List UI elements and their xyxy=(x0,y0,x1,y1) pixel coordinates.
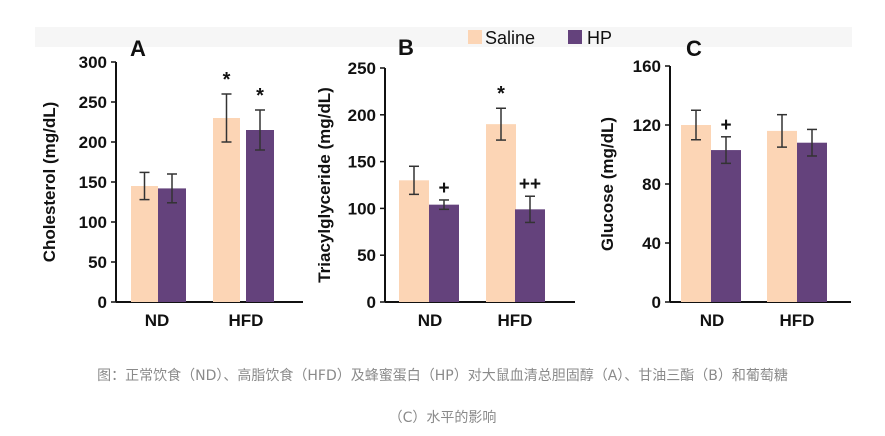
y-axis-label-c: Glucose (mg/dL) xyxy=(598,117,617,251)
x-category-label-c-hfd: HFD xyxy=(780,311,815,330)
legend-label-hp: HP xyxy=(587,28,612,48)
bar-b-nd-saline xyxy=(399,180,429,302)
y-tick-label-a: 200 xyxy=(79,133,107,152)
bar-c-nd-hp xyxy=(711,150,741,302)
y-axis-label-b: Triacylglyceride (mg/dL) xyxy=(315,87,334,283)
y-tick-label-c: 40 xyxy=(642,234,661,253)
significance-mark-b-nd-hp: + xyxy=(438,178,449,199)
y-tick-label-a: 150 xyxy=(79,173,107,192)
y-tick-label-b: 100 xyxy=(348,199,376,218)
y-tick-label-b: 0 xyxy=(367,293,376,312)
x-category-label-a-nd: ND xyxy=(145,311,170,330)
bar-a-hfd-hp xyxy=(246,130,274,302)
legend-swatch-saline xyxy=(468,30,482,44)
y-tick-label-b: 250 xyxy=(348,59,376,78)
figure: Saline HP A Cholesterol (mg/dL) 0 50 100 150 20… xyxy=(35,27,852,330)
figure-caption-line-1: 图：正常饮食（ND）、高脂饮食（HFD）及蜂蜜蛋白（HP）对大鼠血清总胆固醇（A… xyxy=(97,368,788,384)
significance-mark-a-hfd-saline: * xyxy=(223,69,231,91)
y-tick-label-a: 50 xyxy=(88,253,107,272)
significance-mark-a-hfd-hp: * xyxy=(256,85,264,107)
bar-b-hfd-saline xyxy=(486,124,516,302)
significance-mark-b-hfd-hp: ++ xyxy=(519,174,541,195)
bar-a-hfd-saline xyxy=(213,118,240,302)
panel-letter-a: A xyxy=(130,36,146,61)
y-tick-label-a: 250 xyxy=(79,93,107,112)
y-axis-label-a: Cholesterol (mg/dL) xyxy=(40,102,59,263)
x-category-label-a-hfd: HFD xyxy=(229,311,264,330)
y-tick-label-b: 200 xyxy=(348,106,376,125)
x-category-label-b-hfd: HFD xyxy=(498,311,533,330)
panel-a-cholesterol-chart: A Cholesterol (mg/dL) 0 50 100 150 200 250 300 ND… xyxy=(40,36,303,330)
y-tick-label-a: 100 xyxy=(79,213,107,232)
figure-top-band xyxy=(35,27,852,47)
y-tick-label-b: 150 xyxy=(348,153,376,172)
y-tick-label-a: 300 xyxy=(79,53,107,72)
panel-c-glucose-chart: C Glucose (mg/dL) 0 40 80 120 160 ND HFD + xyxy=(598,36,851,330)
legend: Saline HP xyxy=(468,28,612,48)
significance-mark-b-hfd-saline: * xyxy=(497,83,505,105)
y-tick-label-a: 0 xyxy=(98,293,107,312)
bar-a-nd-saline xyxy=(131,186,158,302)
legend-swatch-hp xyxy=(568,30,582,44)
y-tick-label-c: 160 xyxy=(633,57,661,76)
bar-b-hfd-hp xyxy=(515,209,545,302)
bar-c-hfd-hp xyxy=(797,142,827,302)
y-tick-label-c: 0 xyxy=(652,293,661,312)
legend-label-saline: Saline xyxy=(485,28,535,48)
significance-mark-c-nd-hp: + xyxy=(720,115,731,136)
y-tick-label-c: 120 xyxy=(633,116,661,135)
bar-c-nd-saline xyxy=(681,125,711,302)
bar-c-hfd-saline xyxy=(767,130,797,302)
y-tick-label-c: 80 xyxy=(642,175,661,194)
panel-b-triacylglyceride-chart: B Triacylglyceride (mg/dL) 0 50 100 150 200 250… xyxy=(315,35,575,330)
figure-caption-line-2: （C）水平的影响 xyxy=(388,410,497,426)
bar-a-nd-hp xyxy=(158,188,186,302)
y-tick-label-b: 50 xyxy=(357,246,376,265)
bar-b-nd-hp xyxy=(429,204,459,302)
x-category-label-c-nd: ND xyxy=(700,311,725,330)
panel-letter-b: B xyxy=(398,35,414,60)
panel-letter-c: C xyxy=(686,36,702,61)
x-category-label-b-nd: ND xyxy=(418,311,443,330)
